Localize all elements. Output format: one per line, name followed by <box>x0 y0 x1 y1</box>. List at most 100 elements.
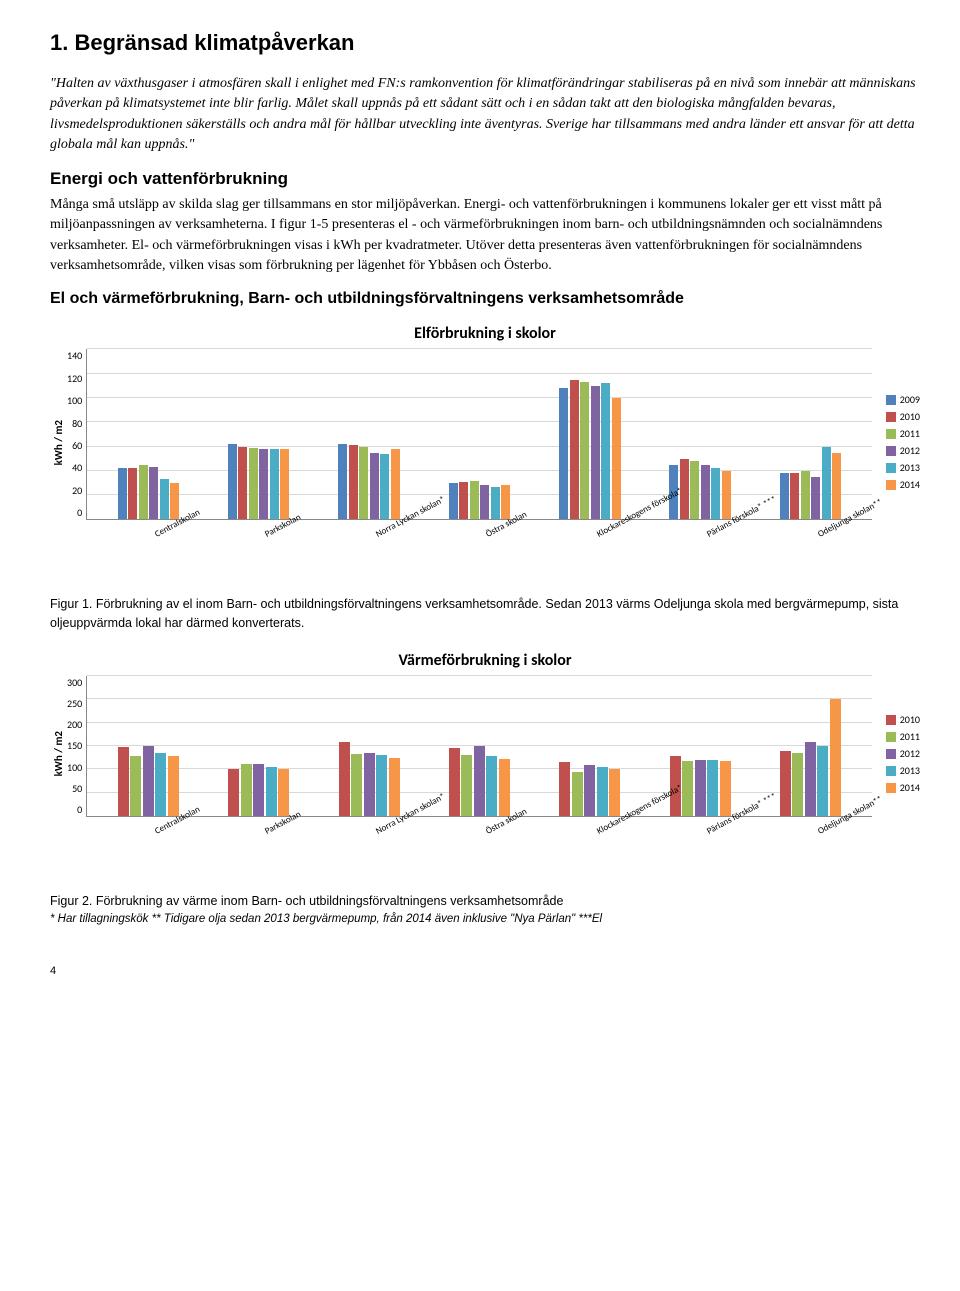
bar <box>278 769 289 816</box>
legend-label: 2011 <box>900 730 920 743</box>
legend-label: 2014 <box>900 781 920 794</box>
bar <box>499 759 510 816</box>
intro-quote: "Halten av växthusgaser i atmosfären ska… <box>50 74 920 155</box>
bar <box>790 473 799 519</box>
bar <box>491 487 500 520</box>
x-label: Östra skolan <box>484 530 490 540</box>
bar <box>270 449 279 519</box>
bar <box>380 454 389 520</box>
bar <box>480 485 489 519</box>
x-label: Centralskolan <box>153 826 159 836</box>
bar <box>832 453 841 520</box>
legend-swatch <box>886 766 896 776</box>
bar <box>253 764 264 816</box>
bar <box>364 753 375 816</box>
figure2-caption: Figur 2. Förbrukning av värme inom Barn-… <box>50 892 920 911</box>
legend-swatch <box>886 429 896 439</box>
bar <box>339 742 350 816</box>
x-label: Parkskolan <box>263 530 269 540</box>
legend-label: 2010 <box>900 713 920 726</box>
legend-label: 2011 <box>900 427 920 440</box>
bar <box>391 449 400 519</box>
bar <box>817 746 828 816</box>
bar <box>572 772 583 816</box>
bar-group <box>559 762 620 816</box>
legend-label: 2013 <box>900 764 920 777</box>
figure2-footnote: * Har tillagningskök ** Tidigare olja se… <box>50 913 920 925</box>
page-number: 4 <box>50 965 920 977</box>
bar <box>695 760 706 816</box>
x-label: Pärlans förskola* *** <box>705 826 711 836</box>
bar <box>612 398 621 519</box>
chart-heat-legend: 2010 2011 2012 2013 2014 <box>872 713 920 794</box>
bar <box>474 746 485 816</box>
bar-group <box>449 481 511 520</box>
bar <box>707 760 718 816</box>
bar <box>130 756 141 816</box>
bar-group <box>559 380 621 520</box>
bar <box>690 461 699 519</box>
bar <box>370 453 379 520</box>
bar <box>609 769 620 816</box>
legend-item: 2010 <box>886 410 920 423</box>
bar <box>811 477 820 520</box>
legend-item: 2009 <box>886 393 920 406</box>
legend-item: 2014 <box>886 781 920 794</box>
legend-swatch <box>886 446 896 456</box>
x-label: Odeljunga skolan** <box>816 826 822 836</box>
bar <box>170 483 179 519</box>
bar-group <box>339 742 400 816</box>
bar <box>570 380 579 520</box>
legend-swatch <box>886 783 896 793</box>
chart-heat: Värmeförbrukning i skolor kWh / m2 30025… <box>50 651 920 832</box>
chart-el-title: Elförbrukning i skolor <box>50 324 920 343</box>
legend-item: 2014 <box>886 478 920 491</box>
bar <box>792 753 803 816</box>
bar-group <box>449 746 510 816</box>
bar <box>259 449 268 519</box>
legend-label: 2009 <box>900 393 920 406</box>
chart-el-plot <box>86 349 872 520</box>
section-energy-title: Energi och vattenförbrukning <box>50 169 920 189</box>
x-label: Klockareskogens förskola* <box>595 826 601 836</box>
x-label: Östra skolan <box>484 826 490 836</box>
legend-swatch <box>886 732 896 742</box>
bar-group <box>228 764 289 816</box>
bar <box>711 468 720 519</box>
bar <box>805 742 816 816</box>
bar <box>597 767 608 816</box>
bar <box>359 447 368 520</box>
x-label: Odeljunga skolan** <box>816 530 822 540</box>
legend-label: 2014 <box>900 478 920 491</box>
x-label: Klockareskogens förskola* <box>595 530 601 540</box>
chart-heat-title: Värmeförbrukning i skolor <box>50 651 920 670</box>
chart-el-ylabel: kWh / m2 <box>50 420 67 465</box>
bar <box>389 758 400 816</box>
bar <box>376 755 387 816</box>
bar-group <box>780 447 842 520</box>
chart-el-legend: 2009 2010 2011 2012 2013 2014 <box>872 393 920 491</box>
bar <box>486 756 497 816</box>
legend-swatch <box>886 715 896 725</box>
legend-item: 2012 <box>886 444 920 457</box>
bar-group <box>338 444 400 519</box>
bar <box>143 746 154 816</box>
legend-item: 2012 <box>886 747 920 760</box>
bar <box>449 748 460 816</box>
legend-item: 2013 <box>886 461 920 474</box>
bar <box>801 471 810 520</box>
bar <box>584 765 595 815</box>
bar <box>601 383 610 519</box>
bar <box>241 764 252 816</box>
bar <box>139 465 148 520</box>
bar <box>155 753 166 816</box>
bar <box>701 465 710 520</box>
bar <box>168 756 179 816</box>
legend-swatch <box>886 395 896 405</box>
legend-swatch <box>886 412 896 422</box>
legend-item: 2010 <box>886 713 920 726</box>
bar <box>780 473 789 519</box>
bar <box>449 483 458 519</box>
bar <box>118 468 127 519</box>
bar-group <box>228 444 290 519</box>
